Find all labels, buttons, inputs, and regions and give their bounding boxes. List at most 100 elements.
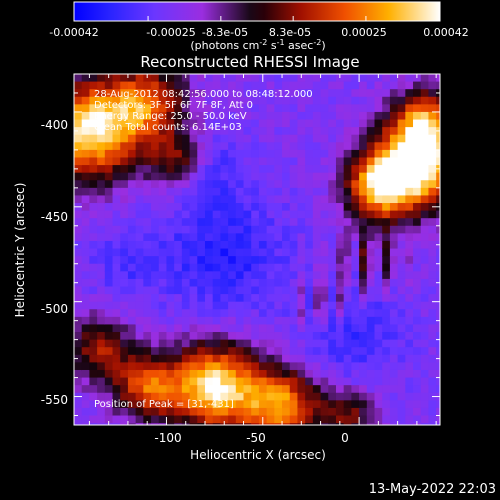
heatmap-cell bbox=[366, 362, 376, 371]
heatmap-cell bbox=[436, 301, 440, 310]
heatmap-cell bbox=[166, 218, 175, 227]
heatmap-cell bbox=[289, 286, 299, 295]
heatmap-cell bbox=[305, 392, 314, 401]
heatmap-cell bbox=[181, 339, 191, 348]
heatmap-cell bbox=[274, 203, 283, 212]
heatmap-cell bbox=[351, 119, 360, 128]
heatmap-cell bbox=[366, 400, 376, 409]
heatmap-cell bbox=[405, 377, 414, 386]
heatmap-cell bbox=[104, 119, 114, 128]
heatmap-cell bbox=[243, 218, 252, 227]
heatmap-cell bbox=[181, 369, 191, 379]
heatmap-cell bbox=[243, 104, 252, 113]
heatmap-cell bbox=[243, 400, 252, 409]
heatmap-cell bbox=[312, 301, 322, 310]
heatmap-cell bbox=[243, 187, 252, 197]
heatmap-cell bbox=[89, 172, 98, 181]
heatmap-cell bbox=[405, 203, 414, 212]
heatmap-cell bbox=[174, 119, 183, 128]
heatmap-cell bbox=[127, 400, 137, 409]
heatmap-cell bbox=[413, 256, 422, 265]
heatmap-cell bbox=[374, 218, 383, 227]
heatmap-cell bbox=[366, 423, 376, 425]
heatmap-cell bbox=[235, 165, 245, 174]
heatmap-cell bbox=[235, 392, 245, 401]
heatmap-cell bbox=[220, 332, 229, 341]
heatmap-cell bbox=[343, 423, 352, 425]
heatmap-cell bbox=[405, 187, 414, 197]
heatmap-cell bbox=[420, 210, 430, 219]
heatmap-cell bbox=[174, 278, 183, 288]
heatmap-cell bbox=[89, 210, 98, 219]
heatmap-cell bbox=[335, 74, 345, 83]
heatmap-cell bbox=[158, 203, 168, 212]
heatmap-cell bbox=[382, 127, 391, 136]
heatmap-cell bbox=[343, 225, 352, 234]
heatmap-cell bbox=[289, 111, 299, 121]
heatmap-cell bbox=[197, 385, 206, 394]
heatmap-cell bbox=[197, 142, 206, 151]
heatmap-cell bbox=[335, 195, 345, 204]
heatmap-cell bbox=[81, 134, 91, 143]
heatmap-cell bbox=[420, 316, 430, 326]
heatmap-cell bbox=[328, 347, 337, 356]
colorbar: -0.00042 -0.00025 -8.3e-05 8.3e-05 0.000… bbox=[49, 1, 469, 52]
heatmap-cell bbox=[181, 111, 191, 121]
heatmap-cell bbox=[189, 218, 198, 227]
heatmap-cell bbox=[220, 309, 229, 318]
heatmap-cell bbox=[212, 74, 221, 83]
heatmap-cell bbox=[343, 278, 352, 288]
heatmap-cell bbox=[166, 172, 175, 181]
heatmap-cell bbox=[228, 149, 237, 159]
heatmap-cell bbox=[228, 294, 237, 303]
heatmap-cell bbox=[204, 301, 214, 310]
heatmap-cell bbox=[212, 203, 221, 212]
heatmap-cell bbox=[343, 74, 352, 83]
heatmap-cell bbox=[127, 294, 137, 303]
heatmap-cell bbox=[289, 142, 299, 151]
heatmap-cell bbox=[235, 187, 245, 197]
heatmap-cell bbox=[135, 385, 144, 394]
heatmap-cell bbox=[174, 263, 183, 272]
heatmap-cell bbox=[420, 81, 430, 90]
heatmap-cell bbox=[405, 392, 414, 401]
heatmap-cell bbox=[220, 74, 229, 83]
y-tick-label: -500 bbox=[41, 302, 68, 316]
heatmap-cell bbox=[104, 165, 114, 174]
heatmap-cell bbox=[389, 225, 399, 234]
heatmap-cell bbox=[89, 134, 98, 143]
heatmap-cell bbox=[220, 271, 229, 280]
heatmap-cell bbox=[181, 347, 191, 356]
heatmap-cell bbox=[220, 407, 229, 417]
heatmap-cell bbox=[343, 347, 352, 356]
heatmap-cell bbox=[181, 354, 191, 363]
heatmap-cell bbox=[81, 415, 91, 424]
heatmap-cell bbox=[197, 149, 206, 159]
heatmap-cell bbox=[420, 96, 430, 105]
heatmap-cell bbox=[135, 392, 144, 401]
heatmap-cell bbox=[104, 74, 114, 83]
heatmap-cell bbox=[389, 369, 399, 379]
heatmap-cell bbox=[74, 324, 83, 333]
heatmap-cell bbox=[366, 89, 376, 98]
heatmap-cell bbox=[382, 286, 391, 295]
heatmap-cell bbox=[104, 407, 114, 417]
heatmap-cell bbox=[89, 89, 98, 98]
heatmap-cell bbox=[359, 324, 368, 333]
heatmap-cell bbox=[174, 324, 183, 333]
heatmap-cell bbox=[351, 172, 360, 181]
heatmap-cell bbox=[166, 316, 175, 326]
heatmap-cell bbox=[228, 119, 237, 128]
heatmap-cell bbox=[420, 407, 430, 417]
heatmap-cell bbox=[197, 96, 206, 105]
heatmap-cell bbox=[112, 263, 121, 272]
heatmap-cell bbox=[413, 354, 422, 363]
heatmap-cell bbox=[181, 309, 191, 318]
heatmap-cell bbox=[135, 119, 144, 128]
heatmap-cell bbox=[382, 111, 391, 121]
heatmap-cell bbox=[127, 89, 137, 98]
heatmap-cell bbox=[158, 210, 168, 219]
heatmap-cell bbox=[289, 81, 299, 90]
heatmap-cell bbox=[212, 180, 221, 189]
heatmap-cell bbox=[112, 187, 121, 197]
